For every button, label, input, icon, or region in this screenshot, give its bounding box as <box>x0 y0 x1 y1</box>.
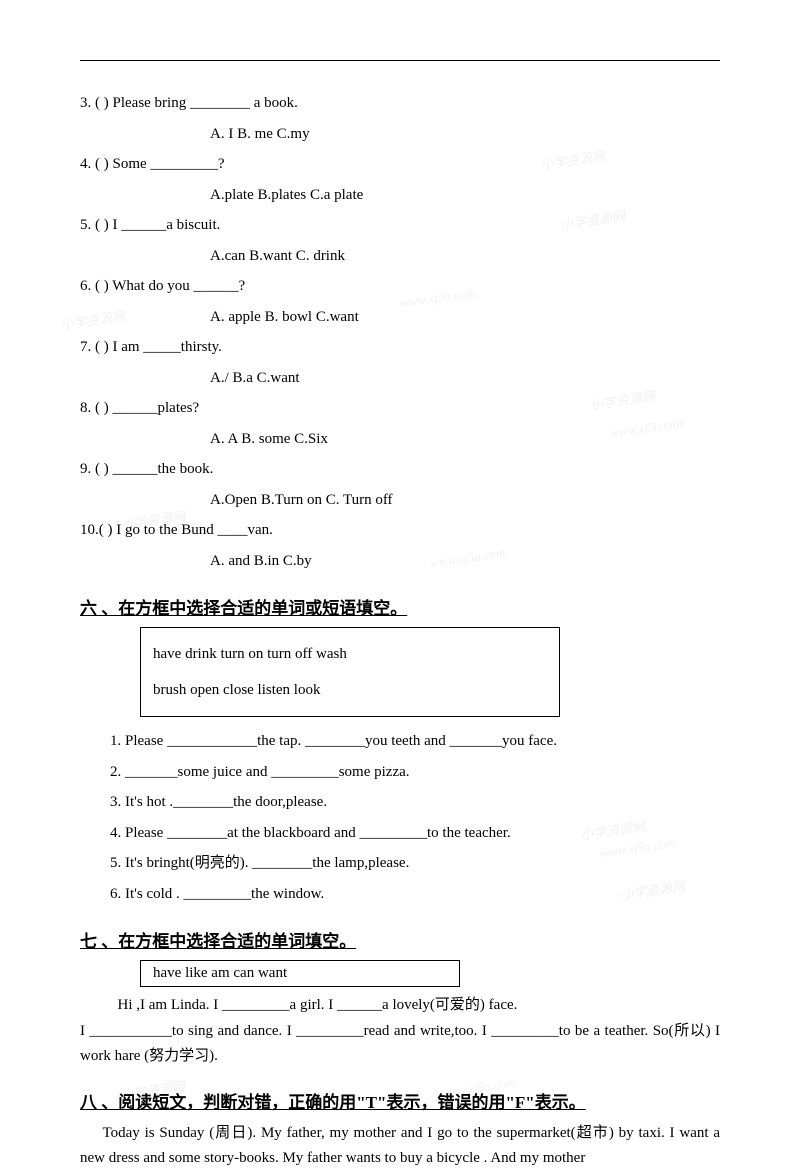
section-6-item-4: 4. Please ________at the blackboard and … <box>110 821 720 847</box>
question-8-options: A. A B. some C.Six <box>80 427 720 453</box>
section-6-item-6: 6. It's cold . _________the window. <box>110 882 720 908</box>
question-4: 4. ( ) Some _________? <box>80 152 720 178</box>
question-9: 9. ( ) ______the book. <box>80 457 720 483</box>
passage-line: I ___________to sing and dance. I ______… <box>80 1019 720 1070</box>
section-7-passage: Hi ,I am Linda. I _________a girl. I ___… <box>80 993 720 1070</box>
wordbox-line: have drink turn on turn off wash <box>153 636 547 672</box>
question-3: 3. ( ) Please bring ________ a book. <box>80 91 720 117</box>
question-6-options: A. apple B. bowl C.want <box>80 305 720 331</box>
section-7-wordbox: have like am can want <box>140 960 460 987</box>
question-4-options: A.plate B.plates C.a plate <box>80 183 720 209</box>
section-6-item-5: 5. It's bringht(明亮的). ________the lamp,p… <box>110 851 720 877</box>
section-6-item-3: 3. It's hot .________the door,please. <box>110 790 720 816</box>
question-7: 7. ( ) I am _____thirsty. <box>80 335 720 361</box>
section-8-heading: 八 、阅读短文，判断对错，正确的用"T"表示，错误的用"F"表示。 <box>80 1088 720 1113</box>
question-9-options: A.Open B.Turn on C. Turn off <box>80 488 720 514</box>
passage-line: Hi ,I am Linda. I _________a girl. I ___… <box>95 993 720 1019</box>
wordbox-line: brush open close listen look <box>153 672 547 708</box>
section-7-heading: 七 、在方框中选择合适的单词填空。 <box>80 927 720 952</box>
question-7-options: A./ B.a C.want <box>80 366 720 392</box>
header-rule <box>80 60 720 61</box>
question-6: 6. ( ) What do you ______? <box>80 274 720 300</box>
question-10-options: A. and B.in C.by <box>80 549 720 575</box>
question-10: 10.( ) I go to the Bund ____van. <box>80 518 720 544</box>
section-6-item-2: 2. _______some juice and _________some p… <box>110 760 720 786</box>
question-5-options: A.can B.want C. drink <box>80 244 720 270</box>
section-8-passage: Today is Sunday (周日). My father, my moth… <box>80 1121 720 1172</box>
section-6-wordbox: have drink turn on turn off wash brush o… <box>140 627 560 717</box>
question-5: 5. ( ) I ______a biscuit. <box>80 213 720 239</box>
section-6-item-1: 1. Please ____________the tap. ________y… <box>110 729 720 755</box>
section-6-heading: 六 、在方框中选择合适的单词或短语填空。 <box>80 594 720 619</box>
question-3-options: A. I B. me C.my <box>80 122 720 148</box>
question-8: 8. ( ) ______plates? <box>80 396 720 422</box>
